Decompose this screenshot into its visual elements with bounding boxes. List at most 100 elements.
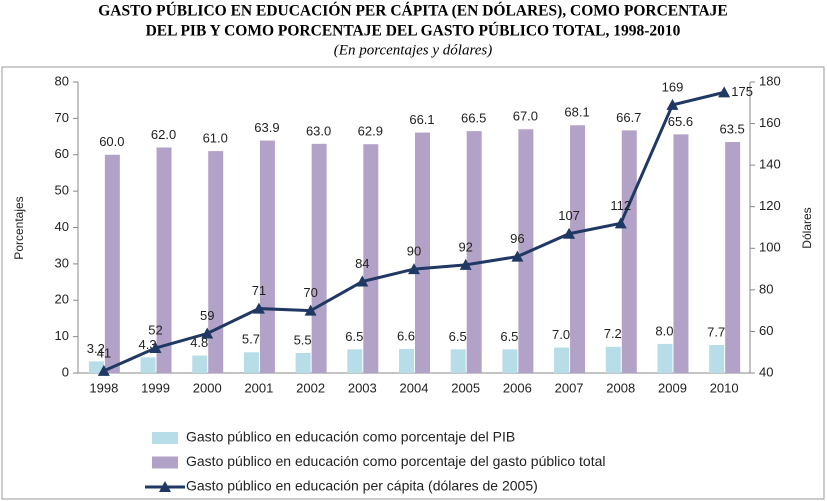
y-tick-label: 60 xyxy=(55,146,69,161)
y2-tick-label: 140 xyxy=(759,157,781,172)
y2-tick-label: 80 xyxy=(759,281,773,296)
y-tick-label: 20 xyxy=(55,292,69,307)
y-tick-label: 50 xyxy=(55,183,69,198)
bar xyxy=(208,151,224,373)
line-value-label: 96 xyxy=(510,231,524,246)
bar-value-label: 62.9 xyxy=(358,124,383,139)
bar xyxy=(295,352,311,373)
bar-value-label: 5.7 xyxy=(242,332,260,347)
line-marker xyxy=(149,342,162,354)
line-marker xyxy=(511,250,524,262)
bar xyxy=(725,142,741,373)
bar-value-label: 6.5 xyxy=(500,329,518,344)
chart-subtitle: (En porcentajes y dólares) xyxy=(334,42,492,58)
legend-label: Gasto público en educación como porcenta… xyxy=(186,453,606,469)
bar xyxy=(363,144,379,373)
bar-value-label: 66.1 xyxy=(409,112,434,127)
bar xyxy=(88,361,104,373)
line-value-label: 175 xyxy=(731,84,753,99)
bar xyxy=(657,343,673,373)
legend-swatch xyxy=(152,432,178,444)
bar-value-label: 6.5 xyxy=(449,329,467,344)
bar xyxy=(399,348,414,373)
line-marker xyxy=(97,364,110,376)
bar-value-label: 7.2 xyxy=(604,326,622,341)
bar xyxy=(709,344,725,373)
bar-value-label: 63.5 xyxy=(719,121,744,136)
bar-value-label: 4.8 xyxy=(190,335,208,350)
bar xyxy=(502,349,518,373)
y-axis-label: Porcentajes xyxy=(12,196,26,259)
chart-title: DEL PIB Y COMO PORCENTAJE DEL GASTO PÚBL… xyxy=(146,23,681,40)
bar-value-label: 67.0 xyxy=(513,109,538,124)
bar-value-label: 66.7 xyxy=(616,110,641,125)
chart-frame xyxy=(1,66,825,500)
x-tick-label: 2007 xyxy=(555,380,584,395)
legend-label: Gasto público en educación como porcenta… xyxy=(186,429,515,445)
line-marker xyxy=(718,86,731,98)
bar xyxy=(621,130,637,373)
chart-title: GASTO PÚBLICO EN EDUCACIÓN PER CÁPITA (E… xyxy=(98,3,728,20)
line-marker xyxy=(201,327,214,339)
line-value-label: 169 xyxy=(662,79,684,94)
x-tick-label: 2001 xyxy=(244,380,273,395)
line-marker xyxy=(252,302,265,314)
bar-value-label: 8.0 xyxy=(655,323,673,338)
line-value-label: 59 xyxy=(200,308,214,323)
bar xyxy=(311,143,327,373)
y-tick-label: 10 xyxy=(55,328,69,343)
y-tick-label: 30 xyxy=(55,255,69,270)
bar xyxy=(673,134,689,373)
x-tick-label: 1999 xyxy=(141,380,170,395)
bar-value-label: 63.9 xyxy=(254,120,279,135)
bar xyxy=(347,349,363,373)
x-tick-label: 2000 xyxy=(193,380,222,395)
y2-tick-label: 40 xyxy=(759,364,773,379)
line-marker xyxy=(356,275,369,287)
bar-value-label: 7.0 xyxy=(552,327,570,342)
bar xyxy=(518,129,534,373)
bar-value-label: 60.0 xyxy=(99,134,124,149)
x-tick-label: 2010 xyxy=(710,380,739,395)
bar-value-label: 61.0 xyxy=(203,131,228,146)
bar xyxy=(450,349,466,373)
bar xyxy=(259,140,275,373)
bar-value-label: 7.7 xyxy=(707,324,725,339)
bar xyxy=(554,347,570,373)
bar xyxy=(605,346,621,373)
line-value-label: 84 xyxy=(355,256,369,271)
bar-value-label: 65.6 xyxy=(668,114,693,129)
line-value-label: 107 xyxy=(558,208,580,223)
line-value-label: 112 xyxy=(610,198,631,213)
line-value-label: 52 xyxy=(148,322,162,337)
x-tick-label: 2002 xyxy=(296,380,325,395)
line-marker xyxy=(408,263,420,275)
line-marker xyxy=(614,217,627,229)
y2-axis-label: Dólares xyxy=(800,207,814,248)
line-value-label: 70 xyxy=(303,285,317,300)
y-tick-label: 40 xyxy=(55,219,69,234)
bar xyxy=(243,352,259,373)
line-marker xyxy=(666,98,679,110)
bar-value-label: 66.5 xyxy=(461,111,486,126)
line-marker xyxy=(304,304,317,316)
legend-swatch xyxy=(159,481,171,492)
x-tick-label: 2009 xyxy=(658,380,687,395)
y2-tick-label: 120 xyxy=(759,198,781,213)
x-tick-label: 2006 xyxy=(503,380,532,395)
y2-tick-label: 60 xyxy=(759,323,773,338)
x-tick-label: 2008 xyxy=(606,380,635,395)
x-tick-label: 1998 xyxy=(89,380,118,395)
legend-swatch xyxy=(152,456,178,469)
line-marker xyxy=(563,227,576,239)
line-value-label: 92 xyxy=(458,239,472,254)
x-tick-label: 2004 xyxy=(400,380,429,395)
bar xyxy=(104,154,120,373)
bar xyxy=(415,132,430,373)
x-tick-label: 2003 xyxy=(348,380,377,395)
line-value-label: 41 xyxy=(97,345,111,360)
bar xyxy=(570,125,586,373)
x-tick-label: 2005 xyxy=(451,380,480,395)
bar-value-label: 6.6 xyxy=(397,328,415,343)
